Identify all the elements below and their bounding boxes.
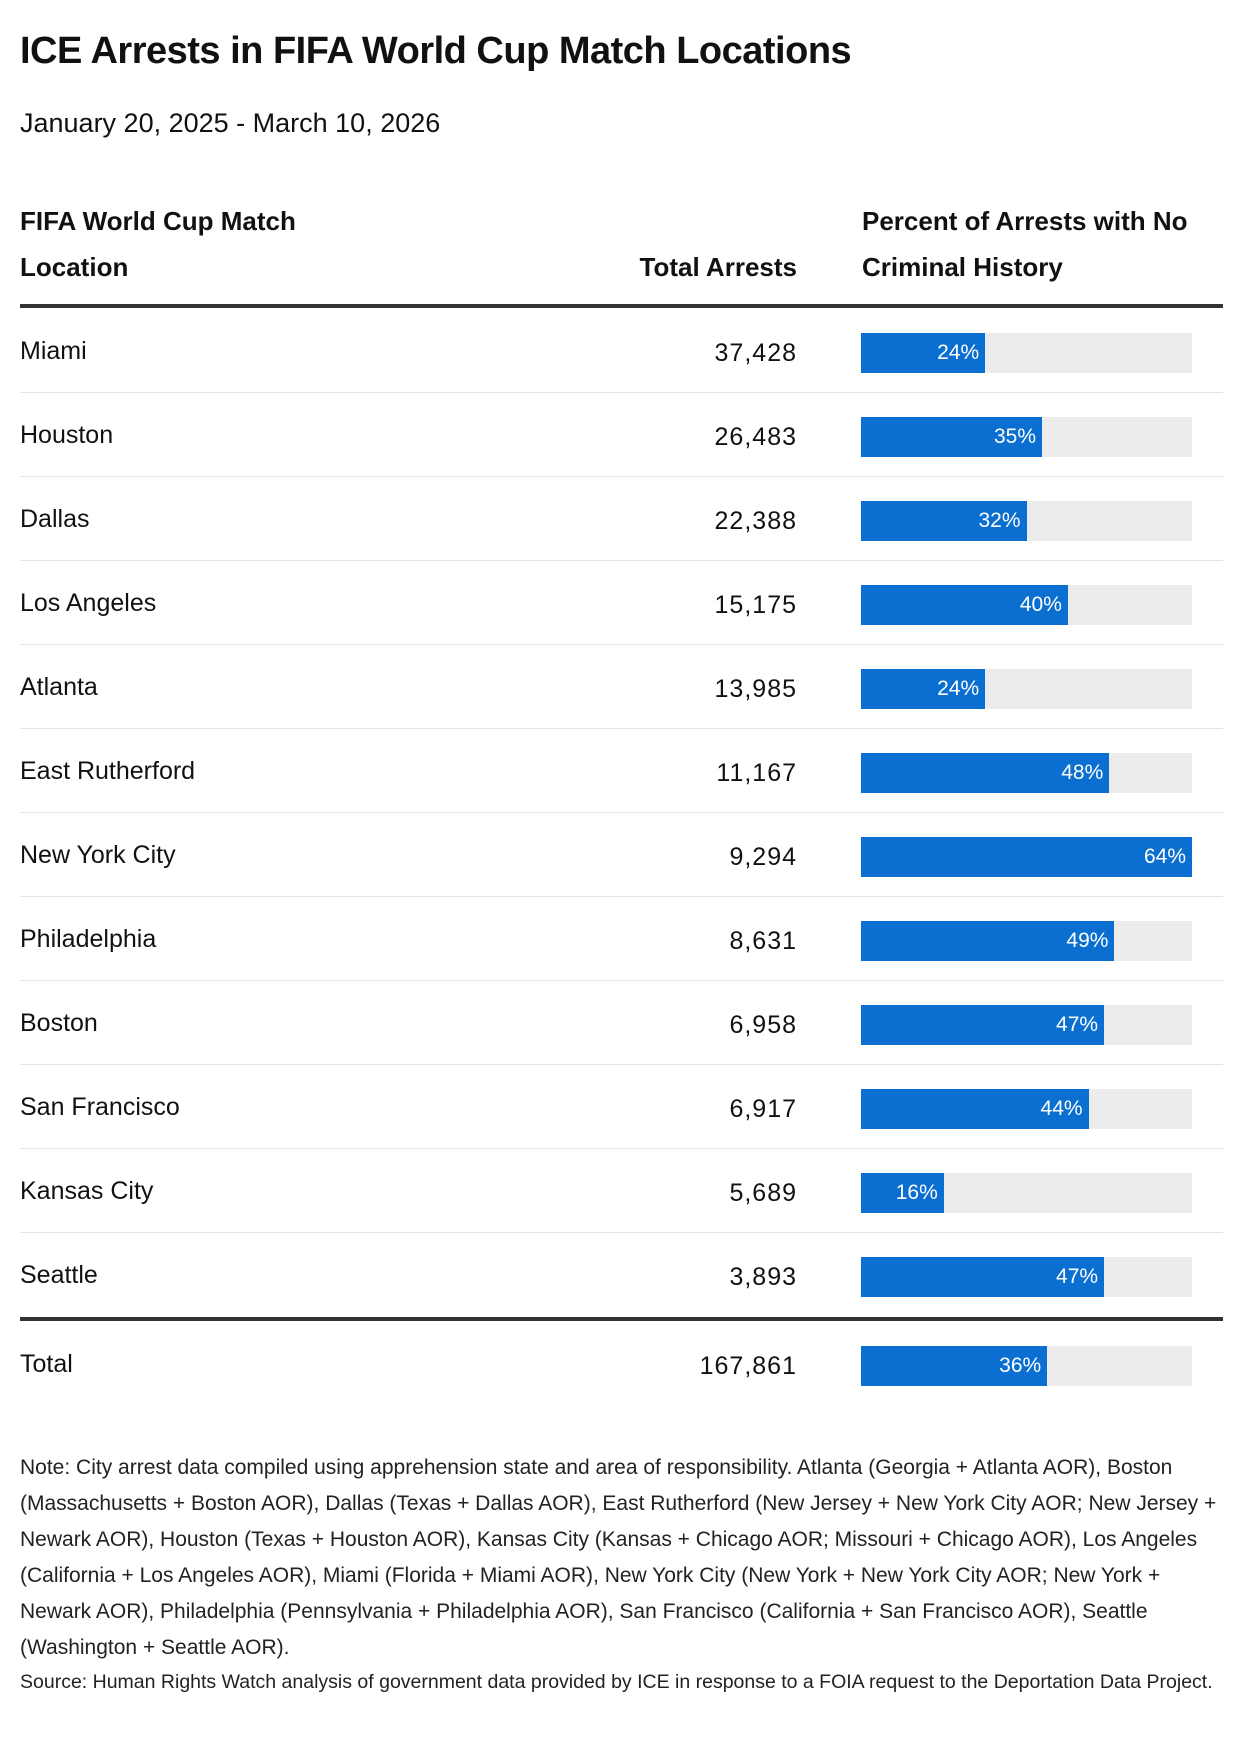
total-arrests: 13,985 [714, 675, 797, 703]
percent-label: 40% [1019, 593, 1062, 616]
location: Los Angeles [20, 589, 157, 617]
location: Houston [20, 421, 114, 449]
percent-bar [861, 1173, 944, 1213]
row-separator [20, 560, 1223, 561]
location: East Rutherford [20, 757, 196, 785]
percent-label: 24% [937, 341, 980, 364]
percent-bar [861, 333, 986, 373]
percent-bar [861, 501, 1027, 541]
percent-label: 44% [1040, 1097, 1083, 1120]
location: Seattle [20, 1261, 98, 1289]
percent-label: 48% [1061, 761, 1104, 784]
total-arrests: 167,861 [699, 1352, 797, 1380]
percent-bar [861, 1257, 1105, 1297]
location: Boston [20, 1009, 98, 1037]
percent-label: 32% [978, 509, 1021, 532]
subtitle: January 20, 2025 - March 10, 2026 [20, 108, 441, 138]
percent-label: 64% [1143, 845, 1186, 868]
location: Atlanta [20, 673, 98, 701]
percent-label: 35% [993, 425, 1037, 448]
location: Kansas City [20, 1177, 154, 1205]
total-arrests: 22,388 [714, 507, 797, 535]
percent-bar [861, 1005, 1105, 1045]
row-separator [20, 644, 1223, 645]
location: Miami [20, 337, 87, 365]
column-header: FIFA World Cup Match Location [20, 206, 296, 282]
row-separator [20, 392, 1223, 393]
total-arrests: 6,958 [729, 1011, 797, 1039]
title: ICE Arrests in FIFA World Cup Match Loca… [20, 30, 852, 72]
total-arrests: 6,917 [729, 1095, 797, 1123]
percent-bar [861, 669, 986, 709]
location: New York City [20, 841, 176, 869]
row-separator [20, 1232, 1223, 1233]
percent-bar [861, 837, 1192, 877]
percent-bar [861, 585, 1068, 625]
percent-label: 47% [1056, 1265, 1099, 1288]
row-separator [20, 1064, 1223, 1065]
location: Total [20, 1350, 73, 1378]
percent-label: 47% [1056, 1013, 1099, 1036]
percent-bar [861, 1346, 1048, 1386]
row-separator [20, 980, 1223, 981]
percent-label: 24% [937, 677, 980, 700]
row-separator [20, 728, 1223, 729]
total-arrests: 37,428 [714, 339, 797, 367]
note: Note: City arrest data compiled using ap… [20, 1456, 1217, 1659]
total-arrests: 11,167 [716, 759, 797, 787]
total-arrests: 9,294 [729, 843, 797, 871]
total-rule [20, 1317, 1223, 1321]
total-arrests: 15,175 [714, 591, 797, 619]
row-separator [20, 476, 1223, 477]
source: Source: Human Rights Watch analysis of g… [20, 1671, 1213, 1693]
total-arrests: 8,631 [729, 927, 797, 955]
percent-label: 16% [895, 1181, 938, 1204]
location: Philadelphia [20, 925, 157, 953]
total-arrests: 26,483 [714, 423, 797, 451]
row-separator [20, 812, 1223, 813]
location: Dallas [20, 505, 90, 533]
header-rule [20, 304, 1223, 308]
location: San Francisco [20, 1093, 180, 1121]
column-header: Total Arrests [639, 252, 798, 282]
percent-bar [861, 1089, 1089, 1129]
percent-bar [861, 921, 1115, 961]
total-arrests: 3,893 [729, 1263, 797, 1291]
column-header: Percent of Arrests with No Criminal Hist… [862, 206, 1188, 282]
row-separator [20, 896, 1223, 897]
percent-bar [861, 753, 1110, 793]
percent-label: 36% [999, 1354, 1042, 1377]
total-arrests: 5,689 [729, 1179, 797, 1207]
row-separator [20, 1148, 1223, 1149]
percent-label: 49% [1066, 929, 1109, 952]
percent-bar [861, 417, 1043, 457]
